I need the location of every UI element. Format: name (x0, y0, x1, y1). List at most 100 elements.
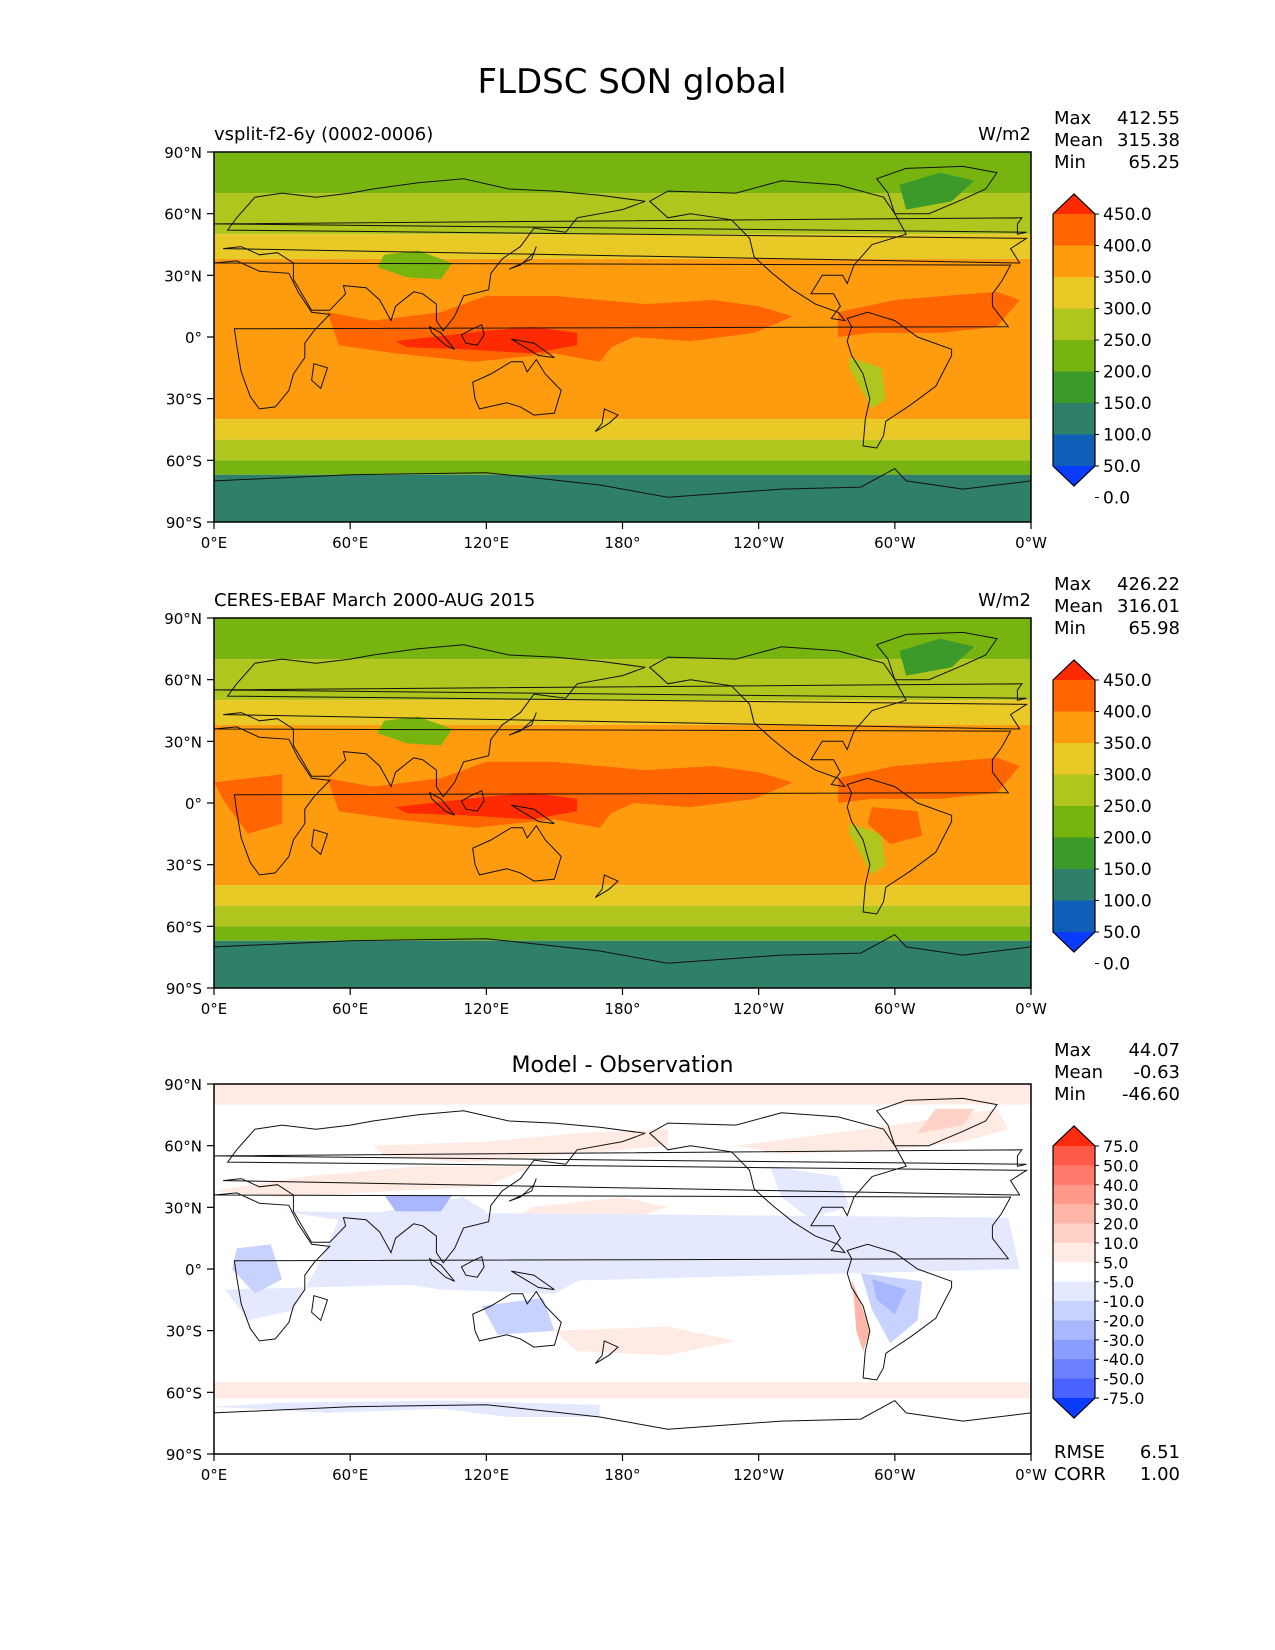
colorbar-level-label: 100.0 (1103, 892, 1152, 912)
continent-antarctica (214, 933, 1031, 988)
band-mid-north (214, 700, 1031, 725)
x-tick-label: 120°E (464, 534, 510, 552)
continent-antarctica (214, 1399, 1031, 1454)
panel-units: W/m2 (978, 590, 1031, 611)
continent-indonesia-borneo (460, 1255, 485, 1278)
continent-uk (214, 217, 1027, 235)
y-tick-label: 90°S (166, 1446, 202, 1464)
greenland-cool (899, 638, 975, 676)
diff-amazon-core-neg (872, 1279, 907, 1315)
panel-obs: CERES-EBAF March 2000-AUG 2015 W/m2 90°N 60… (164, 574, 1180, 1018)
stat-value: 65.25 (1128, 152, 1180, 173)
band-south-storm (214, 905, 1031, 927)
andes-cool (849, 823, 886, 875)
colorbar-level-label: -10.0 (1103, 1292, 1144, 1311)
diff-antarctic-neg (214, 1400, 600, 1417)
colorbar-segment (1053, 1184, 1095, 1205)
panel-diff: Model - Observation 90°N 60°N 30°N 0° 30°S 60°… (164, 1040, 1180, 1485)
colorbar-level-label: -75.0 (1103, 1389, 1144, 1408)
colorbar-extend-bottom (1053, 466, 1095, 486)
diff-north-america-neg (770, 1166, 850, 1218)
colorbar-level-label: 75.0 (1103, 1137, 1139, 1156)
colorbar-level-label: 0.0 (1103, 955, 1130, 975)
tibet-cool (377, 716, 453, 746)
y-tick-label: 60°S (166, 918, 202, 936)
continent-uk (214, 683, 1027, 701)
colorbar-level-label: 300.0 (1103, 300, 1152, 320)
colorbar: 450.0 400.0 350.0 300.0 250.0 200.0 150.0 100.0… (1052, 193, 1152, 509)
tropical-max-atlantic (838, 291, 1020, 337)
greenland-cool (899, 172, 975, 210)
colorbar-level-label: -50.0 (1103, 1370, 1144, 1389)
continent-australia (472, 358, 562, 416)
colorbar-level-label: 10.0 (1103, 1234, 1139, 1253)
band-south-high (214, 926, 1031, 941)
colorbar-level-label: 40.0 (1103, 1176, 1139, 1195)
continent-greenland (875, 165, 998, 215)
x-tick-label: 0°W (1015, 1000, 1047, 1018)
colorbar-level-label: 350.0 (1103, 734, 1152, 754)
stat-label: Min (1054, 618, 1086, 639)
continent-madagascar (311, 363, 329, 390)
continent-eurasia (223, 644, 1029, 798)
stat-value: -0.63 (1133, 1062, 1180, 1083)
band-antarctic (214, 474, 1031, 522)
warm-pool-core (395, 792, 578, 820)
continent-indonesia-borneo (460, 789, 485, 812)
diff-midlat-pos (214, 1166, 532, 1198)
diff-southern-ocean-pos (214, 1382, 1031, 1399)
colorbar-level-label: 150.0 (1103, 394, 1152, 414)
stat-value: 315.38 (1117, 130, 1180, 151)
colorbar-segment (1053, 1242, 1095, 1263)
colorbar-level-label: 400.0 (1103, 703, 1152, 723)
colorbar-level-label: 0.0 (1103, 489, 1130, 509)
continent-madagascar (311, 829, 329, 856)
y-tick-label: 30°S (166, 857, 202, 875)
continent-greenland (875, 1097, 998, 1147)
colorbar-segment (1053, 1165, 1095, 1186)
continent-africa (214, 1192, 1012, 1342)
colorbar-level-label: 100.0 (1103, 426, 1152, 446)
colorbar-segment (1053, 1146, 1095, 1166)
colorbar-segment (1053, 1320, 1095, 1341)
stat-label: Mean (1054, 130, 1103, 151)
y-tick-label: 60°S (166, 452, 202, 470)
extra-stat-label: CORR (1054, 1464, 1106, 1485)
stat-label: Mean (1054, 596, 1103, 617)
y-tick-label: 60°N (164, 206, 202, 224)
colorbar-segment (1053, 680, 1095, 712)
y-tick-label: 30°S (166, 1323, 202, 1341)
map-model (214, 152, 1031, 522)
x-tick-label: 180° (604, 534, 640, 552)
colorbar-segment (1053, 743, 1095, 775)
colorbar: 450.0 400.0 350.0 300.0 250.0 200.0 150.0 100.0… (1052, 659, 1152, 975)
colorbar-level-label: 450.0 (1103, 205, 1152, 225)
colorbar-level-label: 150.0 (1103, 860, 1152, 880)
colorbar-segment (1053, 1281, 1095, 1302)
colorbar-segment (1053, 1262, 1095, 1283)
stat-value: 65.98 (1128, 618, 1180, 639)
continent-new-guinea (511, 1270, 555, 1291)
continent-indonesia-sumatra (428, 325, 455, 350)
stat-value: 316.01 (1117, 596, 1180, 617)
diff-tibet-neg (384, 1195, 453, 1212)
x-tick-label: 60°W (874, 1000, 916, 1018)
continent-australia (472, 1290, 562, 1348)
continent-madagascar (311, 1295, 329, 1322)
x-tick-label: 120°E (464, 1466, 510, 1484)
x-tick-label: 60°E (332, 1466, 368, 1484)
continent-new-guinea (511, 338, 555, 359)
panel-left-title: vsplit-f2-6y (0002-0006) (214, 124, 433, 145)
y-tick-label: 90°N (164, 610, 202, 628)
x-tick-label: 60°E (332, 534, 368, 552)
x-tick-label: 180° (604, 1466, 640, 1484)
colorbar-segment (1053, 869, 1095, 901)
colorbar-segment (1053, 214, 1095, 246)
y-tick-label: 30°N (164, 1199, 202, 1217)
continent-eurasia (223, 178, 1029, 332)
colorbar-level-label: 50.0 (1103, 1156, 1139, 1175)
continent-new-zealand (594, 408, 619, 433)
colorbar-segment (1053, 1359, 1095, 1380)
colorbar-level-label: 250.0 (1103, 797, 1152, 817)
